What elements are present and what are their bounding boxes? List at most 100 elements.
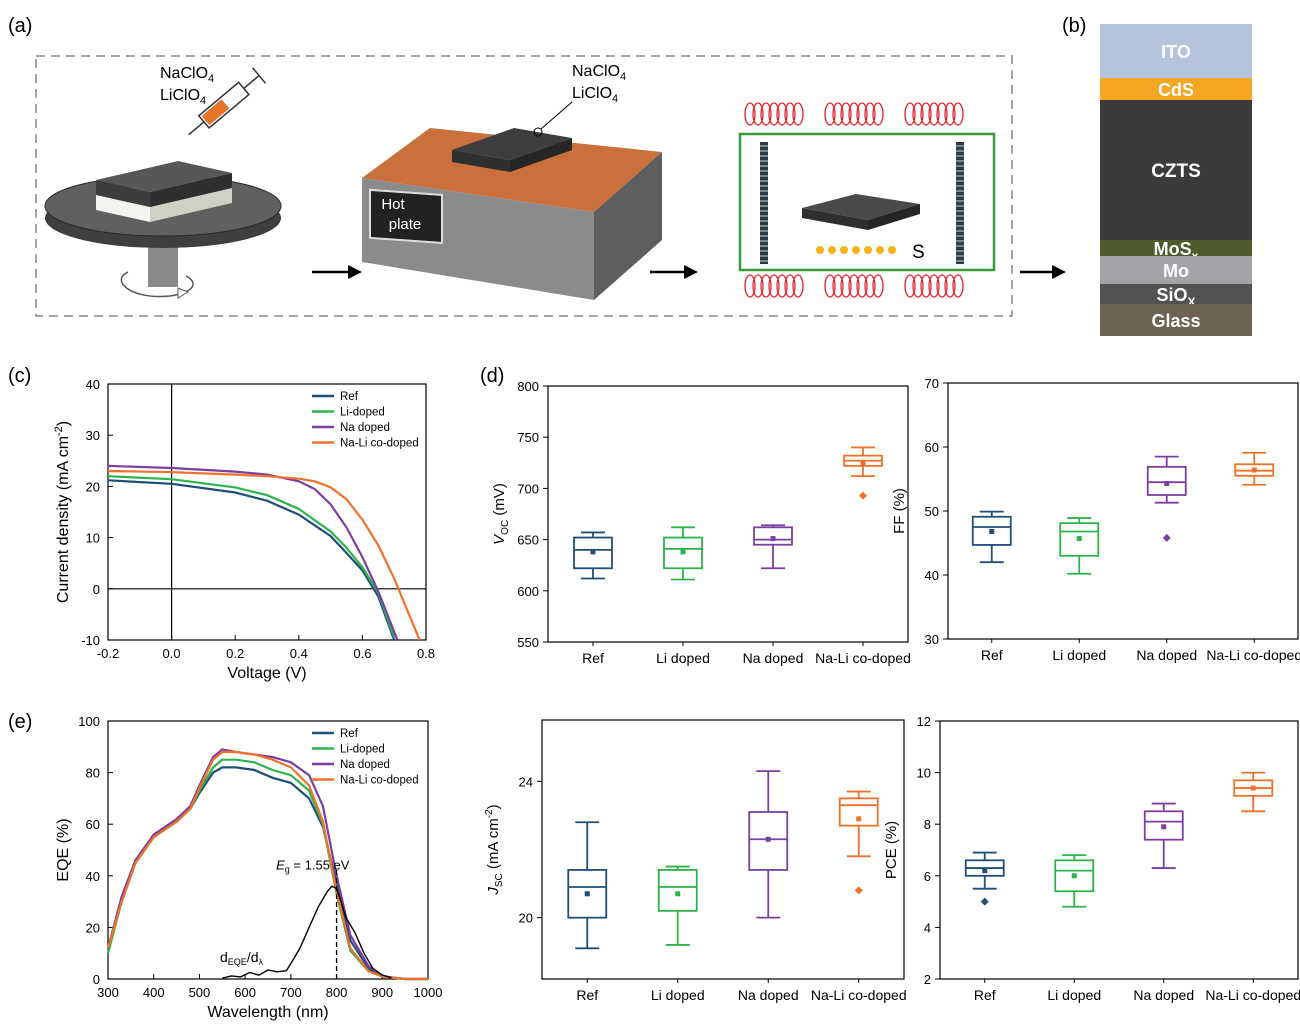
box-iqr: [1059, 522, 1100, 557]
stack-layer-subscript: X: [1188, 295, 1196, 309]
x-tick-label: Li doped: [1047, 987, 1101, 1003]
box-iqr: [1146, 465, 1187, 496]
box-outlier: [854, 886, 863, 895]
legend-label: Ref: [340, 391, 359, 403]
x-tick-label: -0.2: [97, 646, 119, 661]
y-tick-label: 100: [78, 714, 100, 729]
y-tick-label: 24: [519, 774, 533, 789]
derivative-annotation: dEQE/dλ: [220, 949, 264, 967]
heater-coil-loop: [768, 102, 780, 126]
heater-coil-loop: [920, 274, 932, 298]
box-mean: [680, 549, 686, 555]
x-tick-label: 800: [326, 985, 348, 1000]
plot-frame: [107, 383, 427, 641]
y-tick-label: 30: [86, 428, 100, 443]
legend-label: Na-Li co-doped: [340, 775, 419, 787]
stack-layer-name: CZTS: [1151, 161, 1201, 182]
x-tick-label: 0.8: [417, 646, 435, 661]
derivative-sub2: λ: [259, 957, 264, 967]
y-axis-label-end: (mA cm: [485, 818, 502, 873]
y-tick-label: 40: [86, 377, 100, 392]
plate-label-liclo4: LiClO4: [572, 85, 618, 105]
y-tick-label: 40: [86, 869, 100, 884]
device-stack: ITOCdSCZTSMoSxMoSiOXGlass: [1100, 24, 1252, 336]
box-mean: [1164, 480, 1170, 486]
x-tick-label: 1000: [414, 985, 443, 1000]
box-iqr: [753, 526, 793, 546]
heater-coil-loop: [848, 274, 860, 298]
x-tick-label: 600: [234, 985, 256, 1000]
heater-coil-loop: [832, 102, 844, 126]
x-tick-label: 900: [371, 985, 393, 1000]
panel-label-a: (a): [8, 15, 32, 37]
sample-rack-right: [956, 142, 964, 264]
derivative-mid: /d: [247, 949, 259, 965]
legend-label: Na doped: [340, 759, 390, 771]
y-tick-label: 20: [86, 479, 100, 494]
heater-coil-loop: [864, 274, 876, 298]
x-tick-label: Na doped: [1136, 647, 1197, 663]
spin-coater: [44, 161, 282, 299]
derivative-d: d: [220, 949, 228, 965]
process-arrow-3: [1020, 265, 1066, 279]
x-tick-label: Ref: [974, 987, 996, 1003]
x-tick-label: 0.6: [353, 646, 371, 661]
y-tick-label: 550: [517, 635, 539, 650]
y-tick-label: 6: [924, 869, 931, 884]
box-mean: [860, 461, 866, 467]
series-line-1: [106, 758, 428, 981]
jv-chart: -0.2 0.0 0.2 0.4 0.6 0.8 -10 0 10 20 30 40 Ref Li-dop…: [53, 377, 435, 682]
box-outlier: [1162, 533, 1171, 542]
heater-coil-loop: [928, 274, 940, 298]
sulfur-dot: [888, 246, 896, 254]
rack-bar: [956, 142, 964, 264]
heater-coil-loop: [776, 102, 788, 126]
heater-coil-loop: [864, 102, 876, 126]
voc-boxplot: 550 600 650 700 750 800 Ref Li doped Na doped Na-…: [491, 379, 911, 666]
x-tick-label: 700: [280, 985, 302, 1000]
box-mean: [1251, 467, 1257, 473]
heater-coil-loop: [792, 102, 804, 126]
y-axis-label-text: EQE (%): [55, 818, 72, 881]
box-outlier: [980, 897, 989, 906]
heater-coil-loop: [856, 102, 868, 126]
stack-layer-name: ITO: [1161, 42, 1191, 62]
sulfurization-furnace: [738, 102, 996, 298]
heater-coil-loop: [944, 274, 956, 298]
box-outlier: [859, 491, 867, 500]
y-axis-label: Current density (mA cm-2): [53, 421, 72, 603]
heater-coil-loop: [832, 274, 844, 298]
stack-layer-name: CdS: [1158, 80, 1194, 100]
legend-label: Na doped: [340, 422, 390, 434]
heater-coil-loop: [824, 102, 836, 126]
series-line-3: [106, 750, 428, 981]
plot-frame: [541, 719, 905, 980]
heater-coil-loop: [784, 274, 796, 298]
sulfur-label: S: [912, 242, 925, 263]
series-line-2: [107, 464, 399, 641]
y-tick-label: 20: [86, 920, 100, 935]
y-tick-label: 650: [517, 533, 539, 548]
rack-bar: [760, 142, 768, 264]
y-tick-label: 50: [925, 504, 939, 519]
sulfur-dot: [816, 246, 824, 254]
bandgap-annotation: Eg = 1.55 eV: [276, 857, 350, 874]
x-axis-label: Voltage (V): [227, 665, 306, 682]
heater-coil-loop: [760, 102, 772, 126]
y-tick-label: 700: [517, 481, 539, 496]
box-mean: [590, 549, 596, 555]
x-tick-label: Na doped: [1133, 987, 1194, 1003]
y-axis-label-end: ): [55, 421, 72, 426]
heater-coil-loop: [848, 102, 860, 126]
y-axis-label-text: FF (%): [891, 488, 908, 534]
box-mean: [1161, 824, 1167, 830]
heater-coils-bottom: [744, 274, 964, 298]
stack-layer-czts: [1100, 100, 1252, 240]
box-iqr: [567, 869, 608, 919]
x-tick-label: Na doped: [743, 650, 804, 666]
x-tick-label: Ref: [582, 650, 604, 666]
plate-label-naclo4: NaClO4: [572, 63, 626, 83]
y-axis-label: FF (%): [891, 488, 908, 534]
box-mean: [982, 868, 988, 874]
